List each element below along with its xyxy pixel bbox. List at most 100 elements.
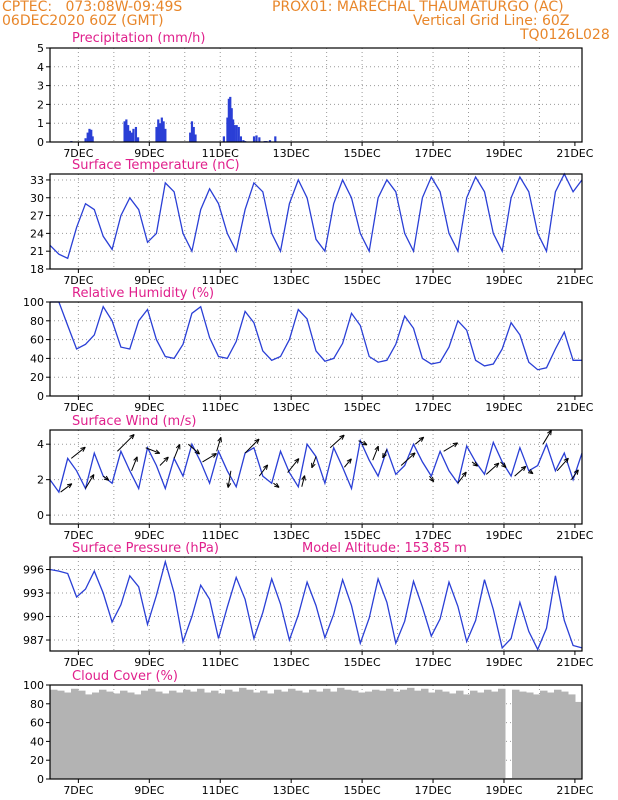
cloud-title: Cloud Cover (%) xyxy=(72,669,178,684)
cloud-bar xyxy=(421,688,429,779)
cloud-bar xyxy=(113,693,121,779)
cloud-bar xyxy=(64,692,72,779)
temp-panel: 18 21 24 27 30 33 7DEC 9DEC 11DEC 13DEC 15DEC 17DEC… xyxy=(30,158,594,287)
temp-xtick-label: 17DEC xyxy=(414,274,451,287)
wind-wind-arrowhead xyxy=(461,471,467,477)
cloud-ytick-label: 60 xyxy=(30,717,44,730)
wind-wind-arrowhead xyxy=(129,434,135,440)
cloud-bar xyxy=(302,692,310,779)
cloud-bar xyxy=(428,692,436,779)
wind-wind-arrow xyxy=(216,437,222,452)
wind-title: Surface Wind (m/s) xyxy=(72,414,196,429)
cloud-bar xyxy=(379,690,387,779)
cloud-xtick-label: 19DEC xyxy=(485,784,522,797)
wind-wind-arrow xyxy=(159,456,169,466)
precip-bar xyxy=(84,138,87,142)
cloud-bar xyxy=(323,688,331,779)
cloud-panel: 0 20 40 60 80 100 7DEC 9DEC 11DEC 13DEC 15DEC 17DEC… xyxy=(23,669,594,797)
cloud-bar xyxy=(281,691,289,779)
wind-wind-arrowhead xyxy=(452,442,459,448)
pressure-xtick-label: 19DEC xyxy=(485,656,522,669)
cloud-ytick-label: 80 xyxy=(30,698,44,711)
wind-wind-arrowhead xyxy=(274,482,280,488)
cloud-bar xyxy=(246,689,254,779)
cloud-bar xyxy=(169,690,177,779)
temp-frame xyxy=(49,173,583,270)
cloud-bar xyxy=(57,690,65,779)
header-line3-right: TQ0126L028 xyxy=(520,27,610,43)
precip-bar xyxy=(123,121,126,142)
precip-ytick-label: 0 xyxy=(37,136,44,149)
humidity-xtick-label: 15DEC xyxy=(344,401,381,414)
wind-wind-arrowhead xyxy=(374,445,379,452)
wind-wind-arrowhead xyxy=(472,461,479,467)
humidity-ytick-label: 0 xyxy=(37,390,44,403)
wind-xtick-label: 11DEC xyxy=(202,529,239,542)
header-line1-left: CPTEC: 073:08W-09:49S xyxy=(2,0,183,15)
wind-ytick-label: 4 xyxy=(37,438,44,451)
wind-wind-arrow xyxy=(556,457,569,472)
cloud-ytick-label: 100 xyxy=(23,679,44,692)
pressure-ytick-label: 987 xyxy=(23,634,44,647)
precip-bar xyxy=(162,121,165,142)
cloud-xtick-label: 21DEC xyxy=(556,784,593,797)
cloud-bar xyxy=(540,690,548,779)
precip-bar xyxy=(190,121,194,142)
cloud-bar xyxy=(547,692,555,779)
humidity-xtick-label: 17DEC xyxy=(414,401,451,414)
wind-ytick-label: 2 xyxy=(37,474,44,487)
wind-wind-arrowhead xyxy=(339,434,345,440)
cloud-bar xyxy=(533,694,541,779)
wind-wind-arrowhead xyxy=(382,452,387,459)
temp-series-line xyxy=(49,172,583,260)
humidity-ytick-label: 60 xyxy=(30,334,44,347)
cloud-bar xyxy=(99,689,107,779)
cloud-bar xyxy=(512,689,520,779)
wind-wind-arrowhead xyxy=(547,429,552,436)
precip-bar xyxy=(229,96,232,142)
temp-xtick-label: 19DEC xyxy=(485,274,522,287)
wind-ytick-label: 0 xyxy=(37,509,44,522)
precip-bar xyxy=(222,136,225,142)
cloud-bar xyxy=(365,691,373,779)
wind-wind-arrow xyxy=(173,444,181,459)
wind-wind-arrowhead xyxy=(175,444,181,450)
temp-xtick-label: 13DEC xyxy=(273,274,310,287)
pressure-xtick-label: 21DEC xyxy=(556,656,593,669)
wind-wind-arrow xyxy=(311,456,317,468)
cloud-xtick-label: 7DEC xyxy=(63,784,93,797)
cloud-bar xyxy=(120,690,128,779)
precip-bar xyxy=(132,128,135,142)
wind-frame xyxy=(49,429,583,525)
wind-wind-arrow xyxy=(443,442,458,452)
cloud-xtick-label: 11DEC xyxy=(202,784,239,797)
wind-wind-arrowhead xyxy=(294,458,300,464)
pressure-title: Surface Pressure (hPa) xyxy=(72,541,219,556)
wind-wind-arrowhead xyxy=(563,457,569,464)
wind-wind-arrow xyxy=(85,474,95,489)
precip-bar xyxy=(232,119,235,142)
precip-ytick-label: 5 xyxy=(37,42,44,55)
temp-ytick-label: 24 xyxy=(30,227,44,240)
precip-bar xyxy=(128,130,131,142)
precip-bar xyxy=(130,132,133,142)
temp-ytick-label: 18 xyxy=(30,263,44,276)
precip-bar xyxy=(157,119,160,142)
humidity-title: Relative Humidity (%) xyxy=(72,286,214,301)
wind-wind-arrow xyxy=(70,446,86,459)
cloud-bar xyxy=(330,691,338,779)
cloud-bar xyxy=(414,690,422,779)
cloud-bar xyxy=(393,691,401,779)
cloud-bar xyxy=(85,694,93,779)
precip-bar xyxy=(239,136,243,142)
wind-wind-arrowhead xyxy=(418,436,425,442)
cloud-frame xyxy=(49,684,583,780)
precip-panel: 0 1 2 3 4 5 7DEC 9DEC 11DEC 13DEC 15DEC 17DEC 19DEC 2… xyxy=(37,31,594,160)
wind-wind-arrowhead xyxy=(501,462,507,468)
precip-bar xyxy=(164,128,167,142)
precip-bar xyxy=(230,108,233,142)
pressure-xtick-label: 7DEC xyxy=(63,656,93,669)
pressure-ytick-label: 993 xyxy=(23,587,44,600)
precip-bar xyxy=(227,98,230,142)
